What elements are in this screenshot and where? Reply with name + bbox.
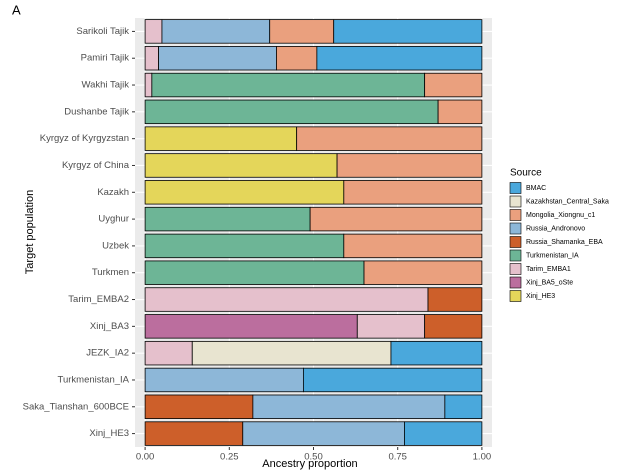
y-tick-label: Pamiri Tajik <box>81 53 130 64</box>
bar-segment <box>144 314 358 339</box>
x-tick-label: 0.00 <box>136 452 155 463</box>
y-tick-label: Saka_Tianshan_600BCE <box>23 401 129 412</box>
bar-segment <box>144 260 365 285</box>
bar-segment <box>144 206 311 232</box>
legend-key <box>509 195 522 208</box>
legend-key <box>509 236 522 248</box>
bar-segment <box>424 72 483 98</box>
y-tick-label: Xinj_HE3 <box>89 428 129 439</box>
legend-label: Xinj_HE3 <box>526 293 555 300</box>
bar-segment <box>144 72 153 98</box>
bar-segment <box>144 99 439 125</box>
bar-segment <box>363 260 483 285</box>
legend-label: Russia_Shamanka_EBA <box>526 239 603 246</box>
legend-label: Turkmenistan_IA <box>526 252 579 259</box>
bar-segment <box>356 314 426 339</box>
bar-segment <box>276 46 318 71</box>
bar-segment <box>309 206 483 232</box>
y-tick-label: Kyrgyz of Kyrgyzstan <box>40 133 129 144</box>
bar-segment <box>161 19 271 44</box>
bar-segment <box>343 180 483 205</box>
y-tick-label: Turkmenistan_IA <box>58 374 130 385</box>
bar-segment <box>144 340 193 366</box>
y-tick-label: Sarikoli Tajik <box>76 26 129 37</box>
bar-segment <box>242 421 405 446</box>
legend-label: Xinj_BA5_oSte <box>526 279 573 286</box>
bar-segment <box>144 367 304 393</box>
bar-segment <box>404 421 483 446</box>
bar-segment <box>144 180 345 205</box>
bar-segment <box>444 394 483 419</box>
legend-key <box>509 276 522 289</box>
bar-segment <box>427 287 483 312</box>
bar-segment <box>336 153 483 178</box>
bar-segment <box>424 314 483 339</box>
legend-key <box>509 290 522 302</box>
y-tick-label: Tarim_EMBA2 <box>68 294 129 305</box>
bar-segment <box>144 287 429 312</box>
y-tick-label: Uzbek <box>102 240 129 251</box>
bar-segment <box>269 19 335 44</box>
y-axis-title: Target population <box>24 190 36 274</box>
y-tick-label: JEZK_IA2 <box>86 348 129 359</box>
bar-segment <box>144 421 244 446</box>
bar-segment <box>144 19 163 44</box>
bar-segment <box>296 126 483 151</box>
bar-segment <box>316 46 483 71</box>
bar-segment <box>302 367 483 393</box>
legend-title: Source <box>510 168 542 179</box>
legend-key <box>509 263 522 275</box>
legend-label: Mongolia_Xiongnu_c1 <box>526 212 595 219</box>
bar-segment <box>144 126 298 151</box>
panel-label: A <box>12 2 21 17</box>
y-tick-label: Xinj_BA3 <box>90 321 129 332</box>
bar-segment <box>333 19 483 44</box>
y-tick-label: Dushanbe Tajik <box>64 106 129 117</box>
bar-segment <box>390 340 483 366</box>
y-tick-label: Wakhi Tajik <box>81 80 129 91</box>
x-tick-label: 1.00 <box>473 452 492 463</box>
bar-segment <box>437 99 483 125</box>
y-tick-label: Uyghur <box>98 214 129 225</box>
bar-segment <box>144 394 254 419</box>
bar-segment <box>252 394 446 419</box>
x-tick-label: 0.75 <box>388 452 407 463</box>
bar-segment <box>158 46 277 71</box>
bar-segment <box>144 153 338 178</box>
bar-segment <box>144 46 159 71</box>
legend-label: Tarim_EMBA1 <box>526 266 571 273</box>
legend-label: Kazakhstan_Central_Saka <box>526 198 609 205</box>
bar-segment <box>151 72 426 98</box>
legend-key <box>509 249 522 262</box>
x-tick-label: 0.25 <box>220 452 239 463</box>
bar-segment <box>191 340 392 366</box>
bar-segment <box>144 233 345 259</box>
x-axis-title: Ancestry proportion <box>262 458 357 470</box>
y-tick-label: Kazakh <box>97 187 129 198</box>
legend-key <box>509 222 522 235</box>
bar-segment <box>343 233 483 259</box>
x-tick-label: 0.50 <box>304 452 323 463</box>
legend-key <box>509 209 522 221</box>
legend-label: Russia_Andronovo <box>526 225 585 232</box>
legend-key <box>509 182 522 194</box>
y-tick-label: Kyrgyz of China <box>62 160 130 171</box>
y-tick-label: Turkmen <box>92 267 129 278</box>
legend-label: BMAC <box>526 185 546 192</box>
